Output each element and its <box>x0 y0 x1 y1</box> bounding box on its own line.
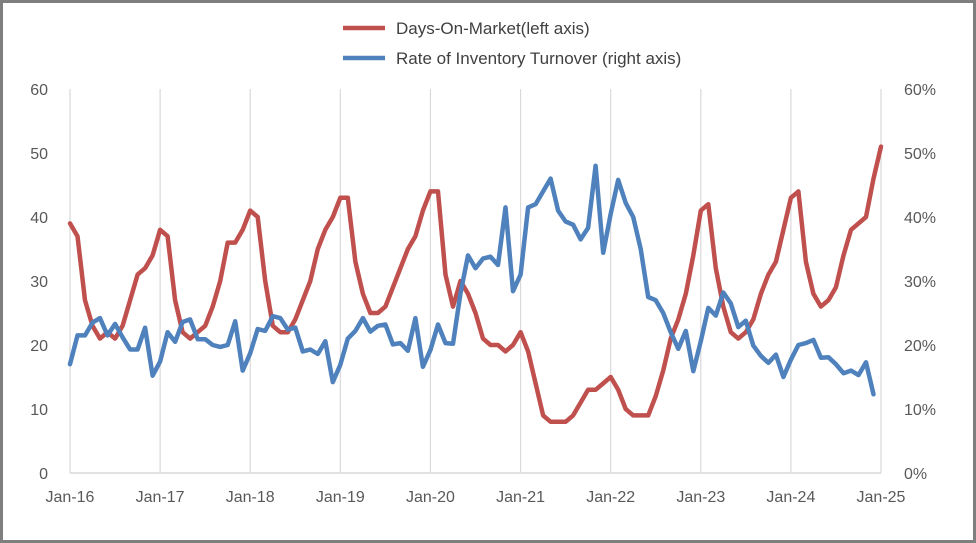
series-line-inventory-turnover <box>67 163 876 397</box>
x-tick-label: Jan-25 <box>857 489 906 506</box>
series-lines <box>67 144 884 425</box>
y-right-tick-label: 60% <box>904 82 936 99</box>
x-axis-ticks: Jan-16 Jan-17 Jan-18 Jan-19 Jan-20 Jan-21 Jan-… <box>46 489 906 506</box>
x-tick-label: Jan-23 <box>676 489 725 506</box>
y-left-tick-label: 60 <box>30 82 48 99</box>
x-tick-label: Jan-17 <box>136 489 185 506</box>
legend: Days-On-Market(left axis) Rate of Invent… <box>343 19 681 68</box>
series-line-days-on-market <box>67 144 884 425</box>
x-tick-label: Jan-18 <box>226 489 275 506</box>
y-left-tick-label: 40 <box>30 210 48 227</box>
y-left-tick-label: 20 <box>30 338 48 355</box>
legend-entry-inventory-turnover: Rate of Inventory Turnover (right axis) <box>343 49 681 68</box>
vertical-gridlines <box>69 89 882 473</box>
x-tick-label: Jan-24 <box>766 489 815 506</box>
y-right-tick-label: 20% <box>904 338 936 355</box>
legend-label-days-on-market: Days-On-Market(left axis) <box>396 19 590 38</box>
y-right-tick-label: 30% <box>904 274 936 291</box>
x-tick-label: Jan-20 <box>406 489 455 506</box>
y-left-tick-label: 10 <box>30 402 48 419</box>
y-right-tick-label: 40% <box>904 210 936 227</box>
legend-label-inventory-turnover: Rate of Inventory Turnover (right axis) <box>396 49 681 68</box>
legend-entry-days-on-market: Days-On-Market(left axis) <box>343 19 590 38</box>
y-left-tick-label: 0 <box>39 466 48 483</box>
y-right-tick-label: 0% <box>904 466 927 483</box>
x-tick-label: Jan-16 <box>46 489 95 506</box>
y-left-axis-ticks: 0 10 20 30 40 50 60 <box>30 82 48 483</box>
x-tick-label: Jan-21 <box>496 489 545 506</box>
x-tick-label: Jan-22 <box>586 489 635 506</box>
y-right-tick-label: 50% <box>904 146 936 163</box>
y-right-tick-label: 10% <box>904 402 936 419</box>
x-tick-label: Jan-19 <box>316 489 365 506</box>
y-left-tick-label: 30 <box>30 274 48 291</box>
y-left-tick-label: 50 <box>30 146 48 163</box>
y-right-axis-ticks: 0% 10% 20% 30% 40% 50% 60% <box>904 82 936 483</box>
